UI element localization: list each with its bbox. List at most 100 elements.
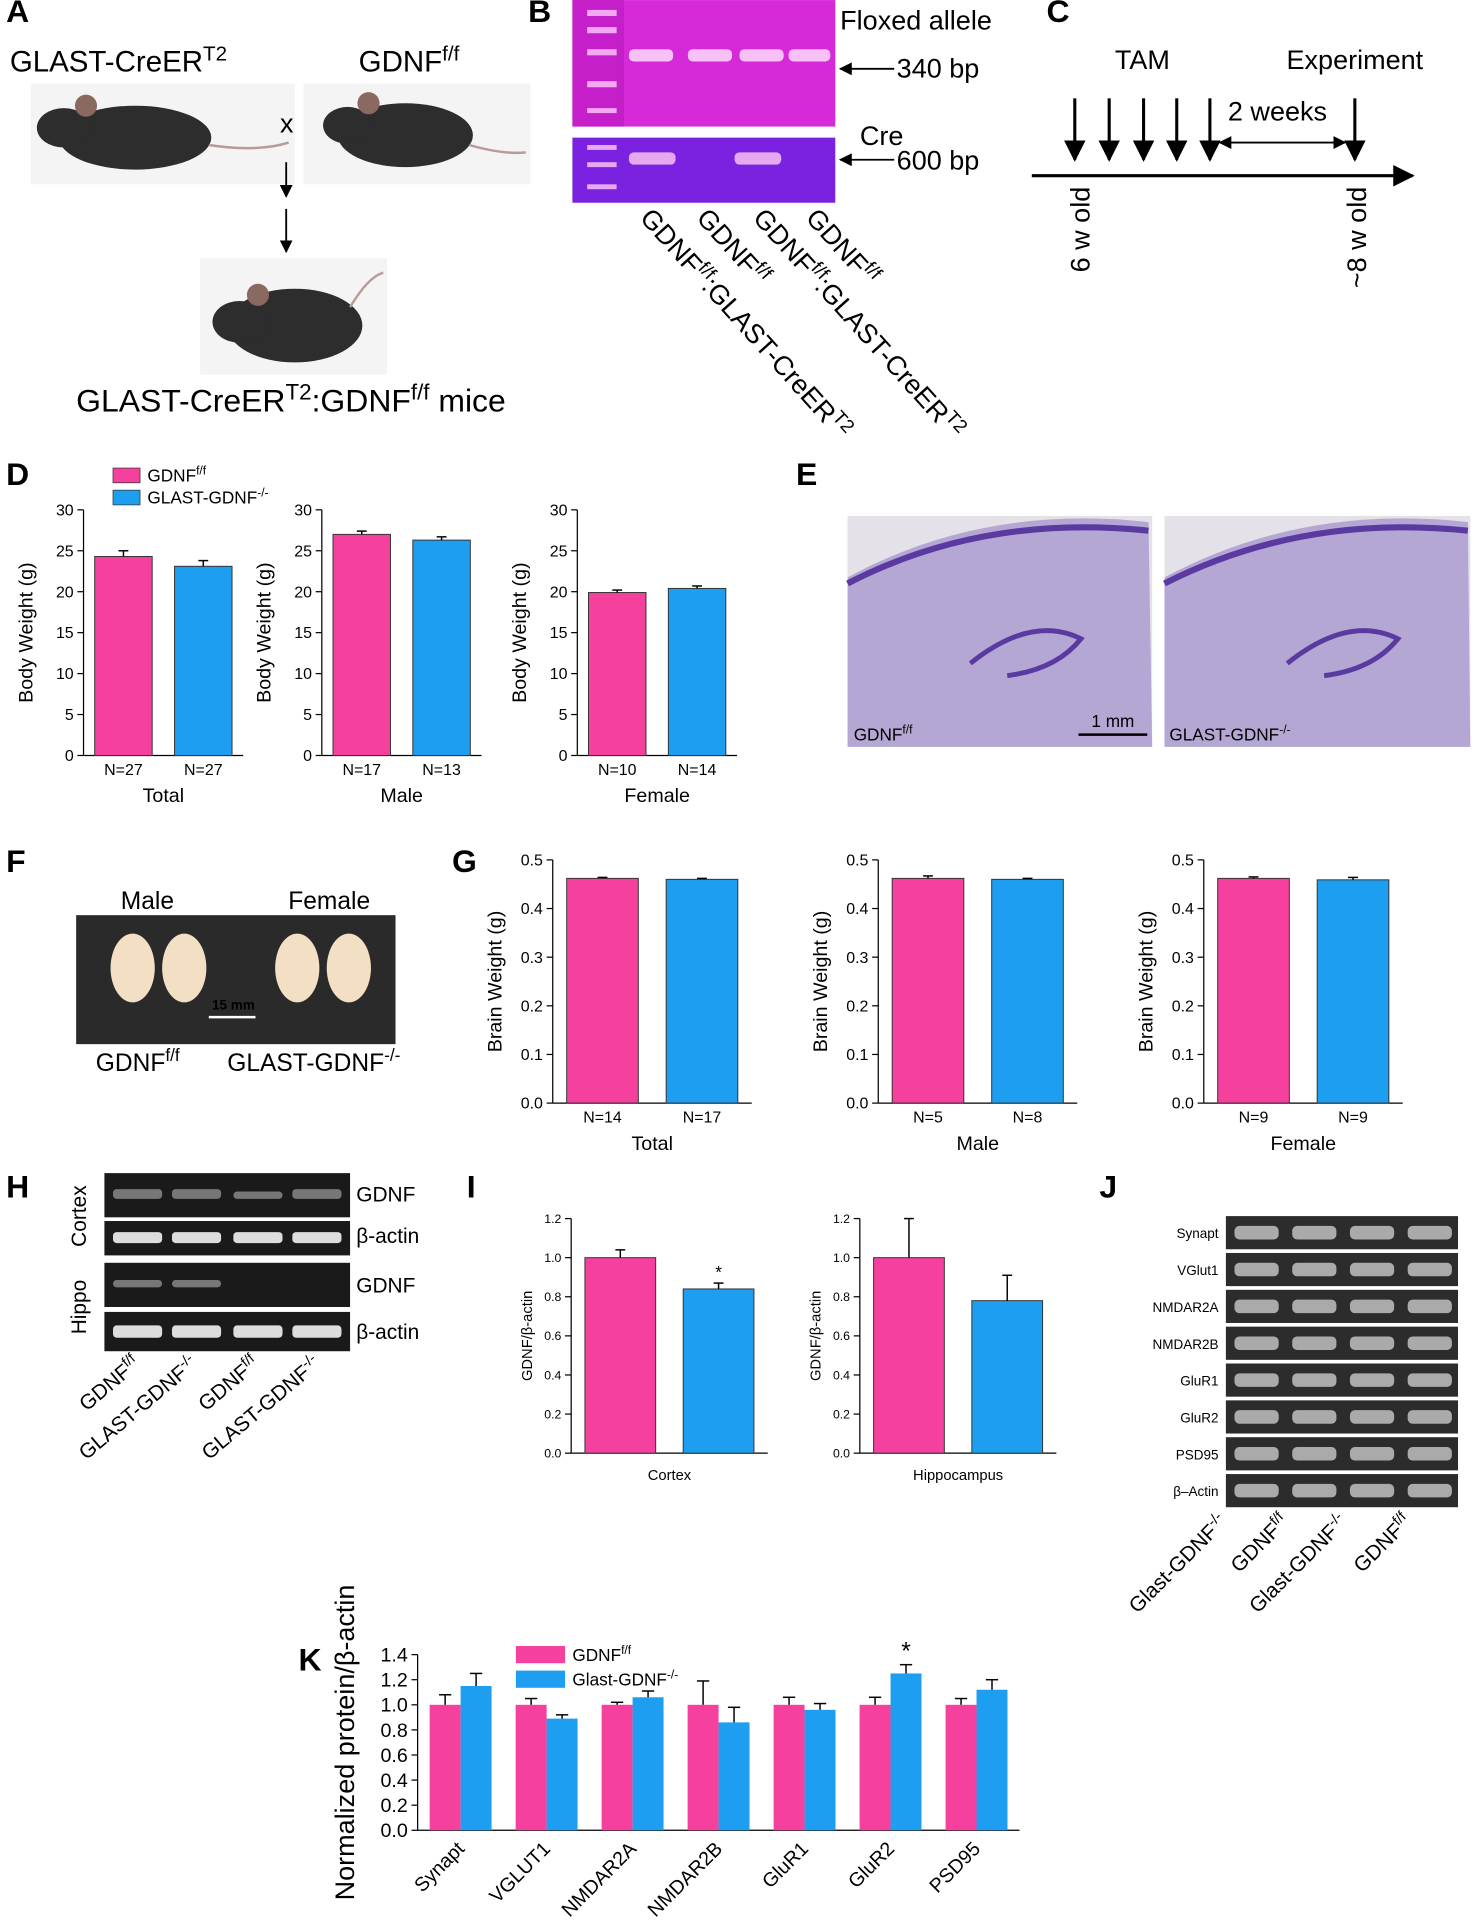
y-tick-label: 0.6 [833, 1329, 850, 1343]
y-tick-label: 15 [294, 625, 312, 642]
bar [460, 1685, 492, 1831]
bar [682, 1288, 755, 1454]
y-tick-label: 0.4 [846, 901, 868, 918]
y-tick-label: 0.1 [1172, 1047, 1194, 1064]
genotype-label-part: mice [430, 383, 506, 419]
y-axis-label: Brain Weight (g) [1136, 911, 1158, 1053]
legend-label-part: GDNF [147, 466, 196, 486]
x-tick-label: VGLUT1 [485, 1838, 555, 1908]
y-tick-label: 0.2 [846, 998, 868, 1015]
bar [632, 1697, 664, 1831]
blot-band [1349, 1447, 1395, 1461]
x-tick-label: N=8 [1013, 1110, 1043, 1127]
panel-letter: A [6, 0, 29, 29]
y-tick-label: 20 [550, 584, 568, 601]
y-tick-label: 0.3 [521, 950, 543, 967]
y-tick-label: 0.2 [1172, 998, 1194, 1015]
band-label: Floxed allele [840, 6, 992, 36]
y-tick-label: 1.0 [380, 1695, 407, 1717]
blot-band [1292, 1373, 1337, 1387]
legend-label-part: f/f [621, 1643, 632, 1657]
blot-band [1349, 1225, 1395, 1240]
panel-letter: J [1099, 1169, 1117, 1205]
blot-band [1292, 1299, 1337, 1314]
x-tick-label: N=17 [342, 762, 381, 779]
bar [667, 587, 727, 756]
blot-band [1407, 1483, 1452, 1498]
blot-band [1349, 1410, 1395, 1424]
legend-label: GDNFf/f [147, 464, 206, 486]
y-tick-label: 0 [559, 748, 568, 765]
x-tick-label: NMDAR2B [644, 1838, 727, 1920]
blot-band [1234, 1483, 1279, 1498]
timeline [1031, 98, 1415, 187]
blot-band [1349, 1336, 1395, 1350]
y-axis-label: GDNF/β-actin [809, 1291, 825, 1381]
band-label: GDNF [356, 1183, 415, 1206]
blot-band [1407, 1410, 1452, 1424]
band-label: Cre [860, 121, 904, 151]
x-tick-label: N=14 [678, 762, 717, 779]
image-label-part: GLAST-GDNF [1169, 725, 1279, 745]
bar [584, 1257, 657, 1454]
bar [971, 1300, 1044, 1454]
band-label: β-actin [356, 1225, 419, 1248]
blot-band [1292, 1447, 1337, 1461]
bar [804, 1709, 836, 1831]
bar [429, 1704, 461, 1831]
y-tick-label: 1.2 [380, 1670, 407, 1692]
band-label: NMDAR2A [1152, 1300, 1218, 1315]
x-tick-label: GluR1 [758, 1838, 813, 1893]
blot-band [1292, 1225, 1337, 1240]
x-tick-label: NMDAR2A [558, 1837, 642, 1920]
genotype-label-part: GDNF [359, 45, 442, 78]
x-tick-label: GluR2 [844, 1838, 899, 1893]
blot-band [1349, 1373, 1395, 1387]
bar [566, 877, 639, 1104]
y-tick-label: 1.2 [544, 1212, 561, 1226]
y-tick-label: 0.8 [544, 1290, 561, 1304]
bar [773, 1704, 805, 1831]
band-size: 600 bp [897, 146, 980, 176]
legend-swatch [515, 1670, 566, 1688]
y-tick-label: 1.0 [544, 1251, 561, 1265]
bar [891, 877, 965, 1104]
y-tick-label: 1.2 [833, 1212, 850, 1226]
blot-band [1349, 1483, 1395, 1498]
lane-label: Glast-GDNF-/- [1123, 1509, 1232, 1618]
x-axis-label: Total [631, 1133, 673, 1155]
genotype-label-part: T2 [203, 42, 227, 65]
lane-label-part: GLAST-GDNF [198, 1361, 315, 1464]
blot-band [1234, 1262, 1279, 1277]
y-tick-label: 0.2 [833, 1407, 850, 1421]
genotype-label: GDNFf/f [359, 42, 460, 78]
bar [718, 1722, 750, 1831]
x-axis-label: Total [143, 785, 185, 807]
y-tick-label: 30 [550, 502, 568, 519]
panel-letter: C [1047, 0, 1070, 29]
y-tick-label: 5 [559, 707, 568, 724]
panel-letter: K [298, 1642, 321, 1678]
band-size: 340 bp [897, 53, 980, 83]
y-tick-label: 0.3 [846, 950, 868, 967]
blot-band [1407, 1336, 1452, 1350]
y-tick-label: 0 [65, 748, 74, 765]
x-axis-label: Cortex [648, 1468, 692, 1484]
bar [332, 533, 391, 756]
y-tick-label: 0.6 [544, 1329, 561, 1343]
x-tick-label: N=27 [104, 762, 143, 779]
x-axis-label: Female [624, 785, 690, 807]
image-label-part: f/f [902, 723, 913, 737]
genotype-label-part: f/f [165, 1045, 180, 1065]
bar [890, 1673, 922, 1831]
brain-section-images [846, 515, 1471, 747]
x-tick-label: N=17 [683, 1110, 722, 1127]
bar [412, 539, 471, 756]
y-tick-label: 0.5 [521, 852, 543, 869]
y-tick-label: 0.5 [1172, 852, 1194, 869]
lane-label: Glast-GDNF-/- [1244, 1509, 1353, 1618]
y-tick-label: 0.0 [833, 1446, 850, 1460]
genotype-label: GLAST-GDNF-/- [227, 1045, 400, 1077]
band-label: GluR1 [1180, 1374, 1218, 1389]
genotype-label: GLAST-CreERT2:GDNFf/f mice [76, 379, 506, 419]
